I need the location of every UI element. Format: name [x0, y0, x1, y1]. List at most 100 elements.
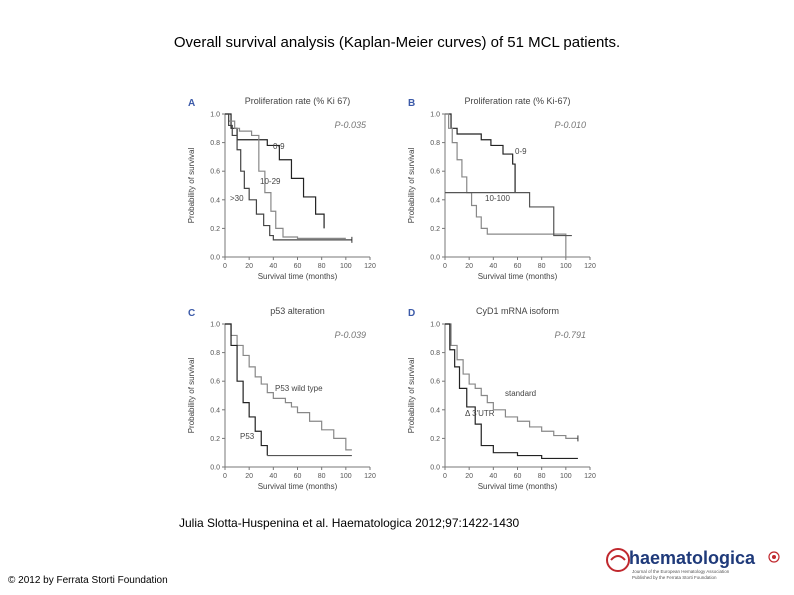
y-axis-label: Probability of survival [407, 357, 416, 433]
y-axis-label: Probability of survival [187, 357, 196, 433]
x-tick-label: 20 [465, 263, 473, 270]
y-tick-label: 1.0 [430, 112, 440, 119]
x-tick-label: 40 [269, 263, 277, 270]
y-tick-label: 0.4 [430, 197, 440, 204]
series-label: 0-9 [273, 142, 285, 151]
y-tick-label: 1.0 [210, 322, 220, 329]
series-label: P53 [240, 432, 255, 441]
series-label: P53 wild type [275, 384, 323, 393]
y-tick-label: 0.8 [210, 140, 220, 147]
logo-mark [606, 548, 630, 572]
panel-letter: D [408, 308, 415, 319]
y-tick-label: 0.4 [210, 407, 220, 414]
km-curve-0-9 [225, 113, 325, 229]
x-tick-label: 0 [223, 473, 227, 480]
x-tick-label: 40 [489, 473, 497, 480]
series-label: 0-9 [515, 147, 527, 156]
series-label: >30 [230, 194, 244, 203]
y-tick-label: 0.8 [210, 350, 220, 357]
y-tick-label: 0.2 [430, 226, 440, 233]
x-axis-label: Survival time (months) [258, 482, 338, 491]
x-tick-label: 80 [318, 473, 326, 480]
y-tick-label: 0.2 [210, 436, 220, 443]
y-axis-label: Probability of survival [407, 147, 416, 223]
logo-tagline-2: Published by the Ferrata Storti Foundati… [632, 575, 717, 580]
x-tick-label: 80 [538, 473, 546, 480]
x-tick-label: 20 [465, 473, 473, 480]
y-tick-label: 0.0 [210, 465, 220, 472]
p-value: P-0.791 [554, 330, 586, 340]
x-tick-label: 120 [364, 263, 376, 270]
km-curve--3-utr [445, 323, 578, 460]
x-tick-label: 0 [223, 263, 227, 270]
citation: Julia Slotta-Huspenina et al. Haematolog… [179, 516, 520, 530]
y-tick-label: 0.2 [210, 226, 220, 233]
panel-title: Proliferation rate (% Ki-67) [464, 96, 570, 106]
figure-kaplan-meier: A Proliferation rate (% Ki 67) 0.0 0.2 0.4 0.… [187, 96, 596, 491]
series-label: 10-29 [260, 177, 281, 186]
x-tick-label: 0 [443, 473, 447, 480]
y-tick-label: 0.6 [430, 379, 440, 386]
y-tick-label: 0.0 [430, 255, 440, 262]
x-axis-label: Survival time (months) [478, 482, 558, 491]
panel-letter: C [188, 308, 195, 319]
y-tick-label: 0.6 [430, 169, 440, 176]
logo-tagline-1: Journal of the European Hematology Assoc… [632, 569, 730, 574]
x-tick-label: 60 [514, 263, 522, 270]
panel-title: p53 alteration [270, 306, 325, 316]
y-tick-label: 0.6 [210, 379, 220, 386]
km-curve-0-9 [445, 113, 516, 193]
x-axis-label: Survival time (months) [258, 272, 338, 281]
x-tick-label: 80 [318, 263, 326, 270]
km-curve--30 [225, 113, 352, 241]
panel-letter: B [408, 98, 415, 109]
series-label: 10-100 [485, 194, 510, 203]
y-tick-label: 0.6 [210, 169, 220, 176]
p-value: P-0.039 [334, 330, 366, 340]
x-tick-label: 100 [340, 263, 352, 270]
y-tick-label: 0.8 [430, 140, 440, 147]
x-tick-label: 20 [245, 473, 253, 480]
km-curve-p53 [225, 323, 268, 456]
x-tick-label: 100 [340, 473, 352, 480]
haematologica-logo[interactable]: haematologica Journal of the European He… [596, 543, 786, 581]
copyright: © 2012 by Ferrata Storti Foundation [8, 575, 168, 586]
x-tick-label: 40 [269, 473, 277, 480]
y-tick-label: 1.0 [430, 322, 440, 329]
y-tick-label: 1.0 [210, 112, 220, 119]
x-tick-label: 0 [443, 263, 447, 270]
km-curve-10-100 [445, 113, 567, 257]
km-curve-10-29 [225, 113, 346, 240]
x-tick-label: 100 [560, 473, 572, 480]
series-label: Δ 3'UTR [465, 409, 495, 418]
y-tick-label: 0.0 [430, 465, 440, 472]
panel-title: Proliferation rate (% Ki 67) [245, 96, 351, 106]
x-tick-label: 100 [560, 263, 572, 270]
figure-title: Overall survival analysis (Kaplan-Meier … [173, 34, 621, 51]
panel-title: CyD1 mRNA isoform [476, 306, 559, 316]
x-tick-label: 60 [514, 473, 522, 480]
x-tick-label: 80 [538, 263, 546, 270]
km-curve-p53-wild-type [225, 323, 352, 451]
series-label: standard [505, 389, 536, 398]
y-tick-label: 0.4 [430, 407, 440, 414]
x-tick-label: 120 [584, 263, 596, 270]
y-tick-label: 0.8 [430, 350, 440, 357]
km-curve-standard [445, 323, 578, 439]
x-tick-label: 120 [364, 473, 376, 480]
logo-name: haematologica [629, 548, 756, 568]
panel-b: B Proliferation rate (% Ki-67) 0.0 0.2 0.4 0.… [407, 96, 596, 281]
ferrata-seal-icon [768, 551, 780, 563]
y-axis-label: Probability of survival [187, 147, 196, 223]
panel-letter: A [188, 98, 195, 109]
y-tick-label: 0.2 [430, 436, 440, 443]
x-tick-label: 60 [294, 473, 302, 480]
p-value: P-0.035 [334, 120, 367, 130]
x-tick-label: 20 [245, 263, 253, 270]
y-tick-label: 0.4 [210, 197, 220, 204]
km-curve-overall [445, 192, 572, 237]
x-tick-label: 60 [294, 263, 302, 270]
x-axis-label: Survival time (months) [478, 272, 558, 281]
p-value: P-0.010 [554, 120, 586, 130]
panel-d: D CyD1 mRNA isoform 0.0 0.2 0.4 0.6 0.8 1.0 0 20 4… [407, 306, 596, 491]
